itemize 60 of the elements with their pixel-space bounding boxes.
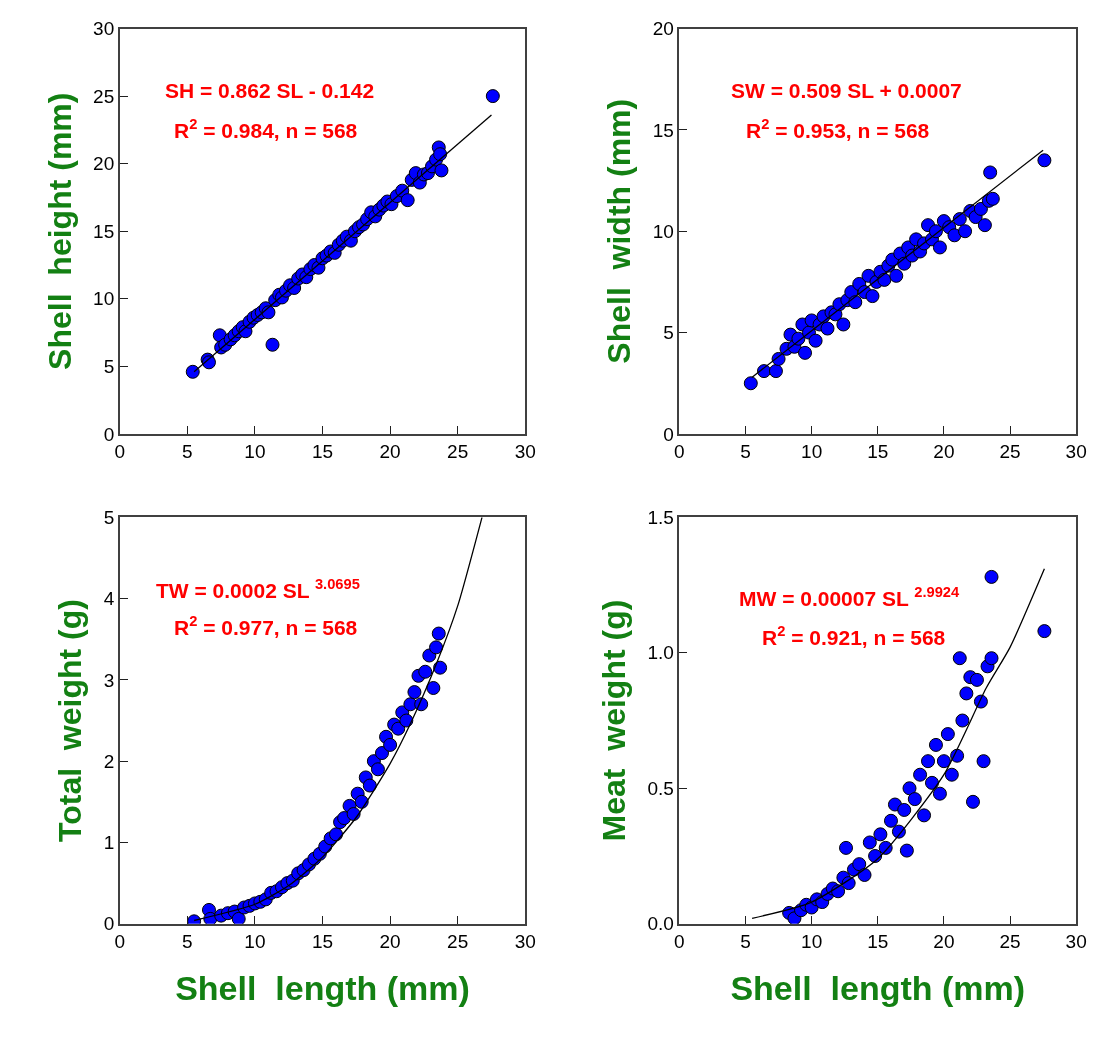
x-axis-title: Shell length (mm) [175,969,470,1008]
y-tick-label: 1 [103,832,115,854]
x-tick-label: 10 [244,931,266,953]
y-axis-title: Shell width (mm) [601,98,638,364]
y-axis-title: Shell height (mm) [41,92,78,370]
x-tick-label: 10 [801,931,823,953]
y-tick-label: 20 [652,18,674,40]
y-tick-label: 10 [93,288,115,310]
x-tick-label: 15 [311,931,334,953]
x-tick-label: 25 [999,931,1021,953]
y-tick-label: 25 [93,85,115,107]
annotation: R$^{2}$ = 0.977, n = 568 [174,613,358,639]
x-tick-label: 10 [801,441,823,463]
x-tick-label: 15 [867,931,889,953]
annotation: SW = 0.509 SL + 0.0007 [731,79,962,102]
y-tick-label: 3 [103,669,115,691]
annotation: R$^{2}$ = 0.921, n = 568 [762,623,946,649]
annotation: MW = 0.00007 SL $^{2.9924}$ [739,584,961,610]
y-tick-label: 2 [103,750,115,772]
y-tick-label: 1.5 [647,506,674,528]
y-tick-label: 5 [663,322,674,344]
x-tick-label: 30 [1065,441,1087,463]
y-tick-label: 15 [652,119,674,141]
x-tick-label: 5 [740,931,751,953]
x-tick-label: 25 [447,931,469,953]
annotation: R$^{2}$ = 0.953, n = 568 [746,116,930,142]
y-axis-title: Total weight (g) [52,599,89,842]
x-tick-label: 25 [999,441,1021,463]
y-tick-label: 20 [93,153,115,175]
x-tick-label: 5 [182,931,193,953]
x-tick-label: 5 [182,441,193,463]
y-tick-label: 0 [103,423,115,445]
annotation: SH = 0.862 SL - 0.142 [165,79,375,102]
y-tick-label: 0.5 [647,777,674,799]
y-tick-label: 5 [103,356,115,378]
y-tick-label: 0.0 [647,913,674,935]
x-axis-title: Shell length (mm) [730,969,1026,1008]
x-tick-label: 20 [933,931,955,953]
y-tick-label: 4 [103,588,115,610]
x-tick-label: 30 [514,931,536,953]
y-tick-label: 10 [652,220,674,242]
y-tick-label: 15 [93,220,115,242]
x-tick-label: 25 [447,441,469,463]
y-tick-label: 5 [103,506,115,528]
annotation: R$^{2}$ = 0.984, n = 568 [174,116,358,142]
x-tick-label: 30 [514,441,536,463]
y-tick-label: 30 [93,18,115,40]
x-tick-label: 10 [244,441,266,463]
x-tick-label: 20 [933,441,955,463]
y-axis-title: Meat weight (g) [596,599,633,842]
annotation: TW = 0.0002 SL $^{3.0695}$ [156,576,360,602]
x-tick-label: 20 [379,931,401,953]
y-tick-label: 1.0 [647,642,674,664]
x-tick-label: 15 [311,441,334,463]
y-tick-label: 0 [103,913,115,935]
x-tick-label: 30 [1065,931,1087,953]
x-tick-label: 5 [740,441,751,463]
y-tick-label: 0 [663,423,674,445]
x-tick-label: 20 [379,441,401,463]
x-tick-label: 15 [867,441,889,463]
